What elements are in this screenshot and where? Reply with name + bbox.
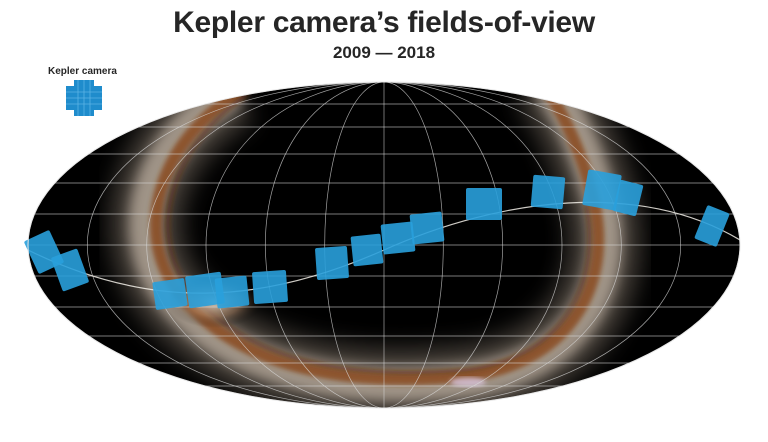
legend-label: Kepler camera [48,66,117,77]
field-11 [466,188,502,220]
chart-subtitle: 2009 — 2018 [332,43,436,62]
field-12 [530,174,566,210]
field-15 [694,205,730,247]
field-3 [152,278,188,310]
field-14 [612,179,644,217]
field-5 [214,275,250,309]
kepler-camera-icon [66,80,102,116]
field-2 [51,248,89,292]
field-8 [350,233,384,267]
sky-outline [27,81,741,409]
field-10 [409,211,445,245]
field-6 [252,269,288,305]
kepler-fields [24,169,730,310]
field-13 [582,169,622,211]
legend: Kepler camera [40,66,140,126]
chart-title: Kepler camera’s fields-of-view [173,6,595,39]
field-7 [315,246,349,280]
field-9 [380,221,416,255]
sky-map [24,81,741,409]
